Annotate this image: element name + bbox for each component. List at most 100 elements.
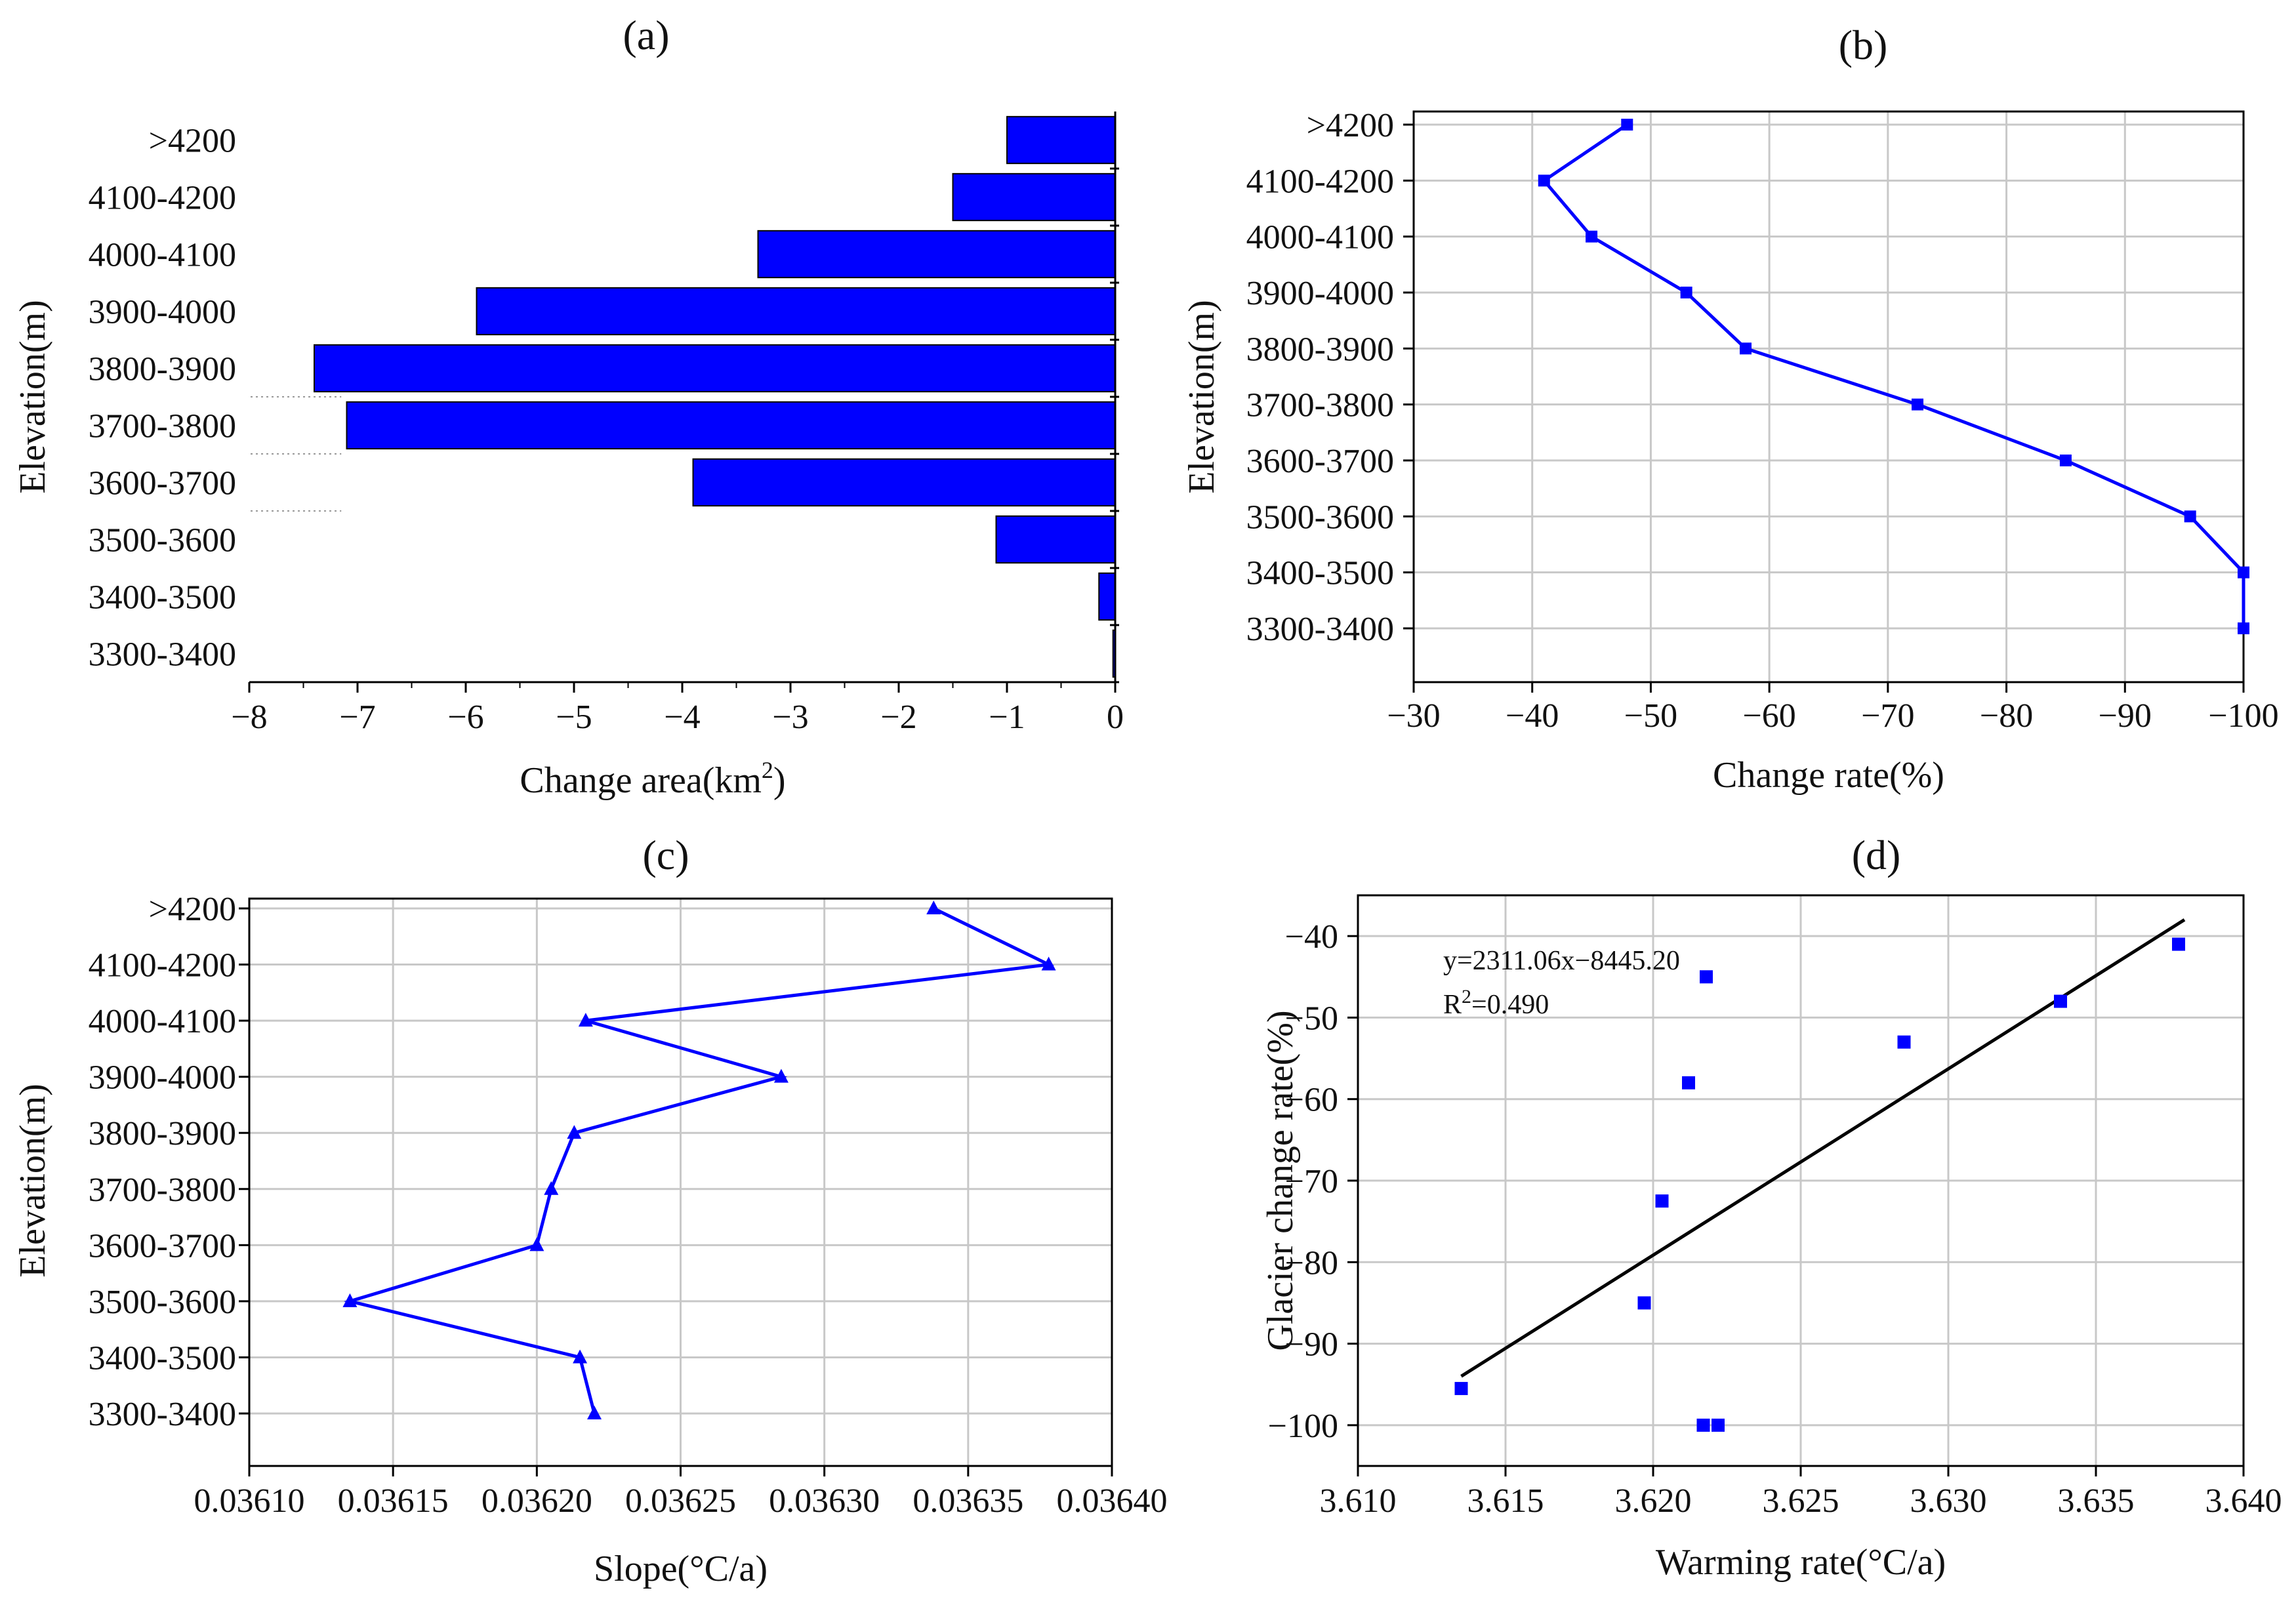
y-category-label: 3300-3400 [89,636,236,674]
y-category-label: 4100-4200 [89,947,236,985]
y-category-label: 3800-3900 [1246,331,1394,368]
y-category-label: 3900-4000 [1246,275,1394,312]
x-tick-label: −90 [2099,697,2152,735]
x-axis-title: Change rate(%) [1713,755,1944,796]
y-category-label: 3900-4000 [89,1059,236,1097]
y-category-label: 3500-3600 [89,1284,236,1321]
y-category-label: >4200 [1307,107,1394,144]
y-category-label: 3700-3800 [1246,387,1394,424]
y-category-label: >4200 [149,123,236,160]
panel-d-scatter: (d) 3.610 3.615 3.620 3.625 3.630 3.635 3.640 −4… [1260,832,2282,1583]
x-axis-title-end: ) [773,760,786,801]
y-tick-label: −100 [1268,1408,1338,1445]
data-point-3300-3400 [2238,622,2249,634]
x-tick-label: 0.03615 [338,1482,449,1520]
x-tick-label: 3.640 [2205,1482,2282,1520]
r-squared-superscript: 2 [1462,986,1471,1007]
x-tick-label: 0.03610 [194,1482,305,1520]
x-tick-label: 0.03625 [625,1482,736,1520]
x-tick-label: −50 [1624,697,1677,735]
x-tick-label: −8 [231,699,267,736]
y-category-label: 3700-3800 [89,408,236,445]
y-category-label: 3500-3600 [89,522,236,559]
x-tick-label: −70 [1861,697,1914,735]
x-tick-label: −3 [772,699,808,736]
bar-4100-4200 [952,173,1116,222]
panel-c-label: (c) [642,832,689,878]
data-point-3900-4000 [773,1068,789,1083]
x-tick-label: 0.03635 [912,1482,1023,1520]
y-axis-title: Elevation(m) [12,1084,53,1277]
y-tick-label: −60 [1285,1082,1338,1119]
y-category-label: 3800-3900 [89,351,236,388]
panel-a-change-area: (a) −8 −7 −6 −5 −4 −3 −2 −1 0 3300-3400 3400-3500 35… [12,12,1124,801]
x-tick-label: 0.03630 [769,1482,880,1520]
y-category-label: >4200 [149,891,236,928]
bar->4200 [1006,115,1116,165]
bar-3800-3900 [314,344,1116,393]
bar-3400-3500 [1098,572,1116,621]
x-tick-label: −1 [989,699,1025,736]
data-point-4000-4100 [578,1013,593,1027]
data-point-3700-3800 [1912,398,1924,411]
x-axis-title: Warming rate(°C/a) [1656,1542,1946,1583]
data-point-3700-3800 [544,1181,559,1195]
data-point-3300-3400 [587,1406,602,1419]
y-tick-label: −50 [1285,1000,1338,1037]
series-line [343,906,1055,1414]
data-point->4200 [1621,119,1633,131]
y-category-label: 3500-3600 [1246,498,1394,536]
y-tick-label: −90 [1285,1326,1338,1364]
x-tick-label: 3.625 [1763,1482,1839,1520]
y-tick-label: −80 [1285,1244,1338,1282]
panel-b-change-rate: (b) −30 −40 −50 −60 −70 −80 −90 −100 3300-3400 340… [1181,22,2279,796]
y-axis-title: Glacier change rate(%) [1260,1010,1301,1351]
y-category-label: 3300-3400 [1246,611,1394,648]
data-point-3500-3600 [2184,510,2196,523]
panel-d-label: (d) [1852,832,1901,878]
x-tick-label: 0 [1107,699,1124,736]
panel-a-label: (a) [623,12,669,58]
y-category-label: 3600-3700 [89,465,236,502]
x-axis-title: Change area(km2) [520,757,785,801]
y-category-label: 3300-3400 [89,1396,236,1433]
y-axis-title: Elevation(m) [1181,300,1222,493]
x-tick-label: −60 [1742,697,1795,735]
panel-c-slope: (c) 0.03610 0.03615 0.03620 0.03625 0.03630 0.… [12,832,1168,1589]
y-axis-title: Elevation(m) [12,300,53,493]
data-point-4000-4100 [1586,230,1598,243]
y-category-label: 3600-3700 [1246,443,1394,480]
x-axis-title: Slope(°C/a) [594,1549,768,1589]
y-category-label: 3600-3700 [89,1227,236,1265]
scatter-point-6 [1712,1418,1725,1432]
x-tick-label: 3.615 [1467,1482,1544,1520]
series-line [1542,123,2245,628]
x-tick-label: −40 [1506,697,1559,735]
scatter-point-3 [1682,1076,1695,1089]
y-category-label: 4000-4100 [89,1003,236,1040]
y-category-label: 4000-4100 [1246,219,1394,256]
y-category-label: 3900-4000 [89,294,236,331]
x-tick-label: 3.610 [1320,1482,1397,1520]
y-category-label: 4100-4200 [89,180,236,217]
bar-4000-4100 [757,230,1116,279]
y-tick-label: −40 [1285,918,1338,956]
y-category-label: 3400-3500 [1246,555,1394,592]
data-point-3600-3700 [529,1237,544,1251]
data-point-3400-3500 [573,1349,588,1364]
x-tick-label: 0.03640 [1057,1482,1168,1520]
x-tick-label: 3.620 [1615,1482,1692,1520]
bar-3500-3600 [995,515,1116,564]
data-point-3500-3600 [342,1293,358,1307]
data-point-4100-4200 [1041,956,1056,971]
r-squared-value: =0.490 [1471,990,1549,1020]
x-tick-label: −5 [556,699,592,736]
bar-3700-3800 [346,401,1116,450]
data-point-3900-4000 [1680,287,1692,298]
scatter-point-7 [1897,1035,1911,1049]
bar-3600-3700 [692,458,1116,507]
scatter-point-0 [1454,1381,1468,1395]
y-tick-label: −70 [1285,1163,1338,1200]
